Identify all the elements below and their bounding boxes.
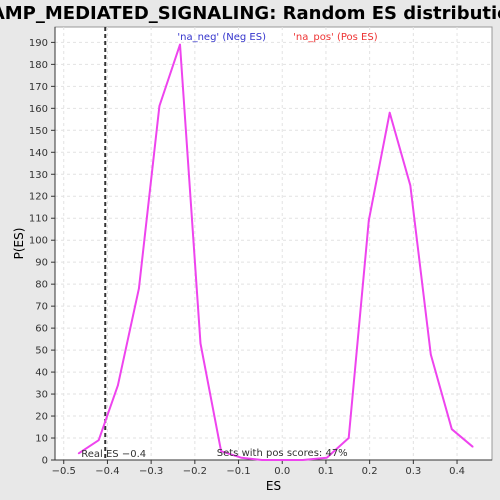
x-tick-label: 0.4 [449, 466, 465, 477]
y-tick-label: 170 [29, 82, 48, 93]
y-tick-label: 0 [42, 456, 48, 467]
y-tick-label: 100 [29, 236, 48, 247]
y-tick-label: 110 [29, 214, 48, 225]
y-tick-label: 90 [35, 258, 48, 269]
chart-title: CAMP_MEDIATED_SIGNALING: Random ES distr… [0, 3, 500, 24]
y-tick-label: 20 [35, 412, 48, 423]
data-point [97, 439, 100, 442]
x-tick-label: −0.5 [52, 466, 76, 477]
x-tick-label: 0.3 [405, 466, 421, 477]
legend-pos-es: 'na_pos' (Pos ES) [293, 32, 378, 43]
y-axis-label: P(ES) [12, 228, 26, 260]
data-point [77, 452, 80, 455]
y-tick-label: 120 [29, 192, 48, 203]
legend-neg-es: 'na_neg' (Neg ES) [177, 32, 266, 43]
y-tick-label: 50 [35, 346, 48, 357]
x-tick-label: 0.2 [362, 466, 378, 477]
data-point [471, 446, 474, 448]
data-point [301, 459, 304, 461]
y-tick-label: 180 [29, 60, 48, 71]
y-tick-label: 150 [29, 126, 48, 137]
series-layer [77, 43, 474, 461]
data-point [138, 287, 140, 290]
x-tick-label: −0.4 [95, 466, 119, 477]
y-tick-label: 190 [29, 38, 48, 49]
data-point [240, 457, 243, 459]
data-point [117, 384, 119, 387]
x-tick-label: −0.1 [226, 466, 250, 477]
data-point [450, 428, 453, 431]
y-tick-label: 130 [29, 170, 48, 181]
data-point [220, 450, 222, 453]
data-point [326, 457, 328, 459]
data-point [409, 184, 412, 187]
y-tick-label: 40 [35, 368, 48, 379]
y-tick-label: 160 [29, 104, 48, 115]
pos-scores-annotation: Sets with pos scores: 47% [217, 448, 348, 459]
data-point [158, 105, 161, 107]
x-tick-label: −0.2 [183, 466, 207, 477]
data-point [367, 219, 370, 222]
data-point [261, 459, 263, 461]
data-point [281, 459, 284, 461]
plot-area [54, 26, 493, 461]
y-tick-label: 140 [29, 148, 48, 159]
y-axis: 0 10 20 30 40 50 60 70 80 90 100 110 120 130 140 150 160… [29, 27, 56, 467]
real-es-label: Real ES −0.4 [81, 449, 146, 460]
x-tick-label: 0.1 [318, 466, 334, 477]
y-tick-label: 10 [35, 434, 48, 445]
x-tick-label: −0.3 [139, 466, 163, 477]
y-tick-label: 60 [35, 324, 48, 335]
x-tick-label: 0.0 [274, 466, 290, 477]
x-axis: −0.5 −0.4 −0.3 −0.2 −0.1 0.0 0.1 0.2 0.3 0.4 [52, 459, 492, 477]
data-point [179, 43, 181, 46]
y-tick-label: 70 [35, 302, 48, 313]
data-point [430, 353, 432, 356]
data-point [388, 111, 391, 114]
y-tick-label: 80 [35, 280, 48, 291]
data-point [347, 437, 350, 439]
y-tick-label: 30 [35, 390, 48, 401]
data-point [199, 342, 202, 345]
x-axis-label: ES [266, 479, 281, 493]
es-distribution-line [78, 43, 474, 461]
